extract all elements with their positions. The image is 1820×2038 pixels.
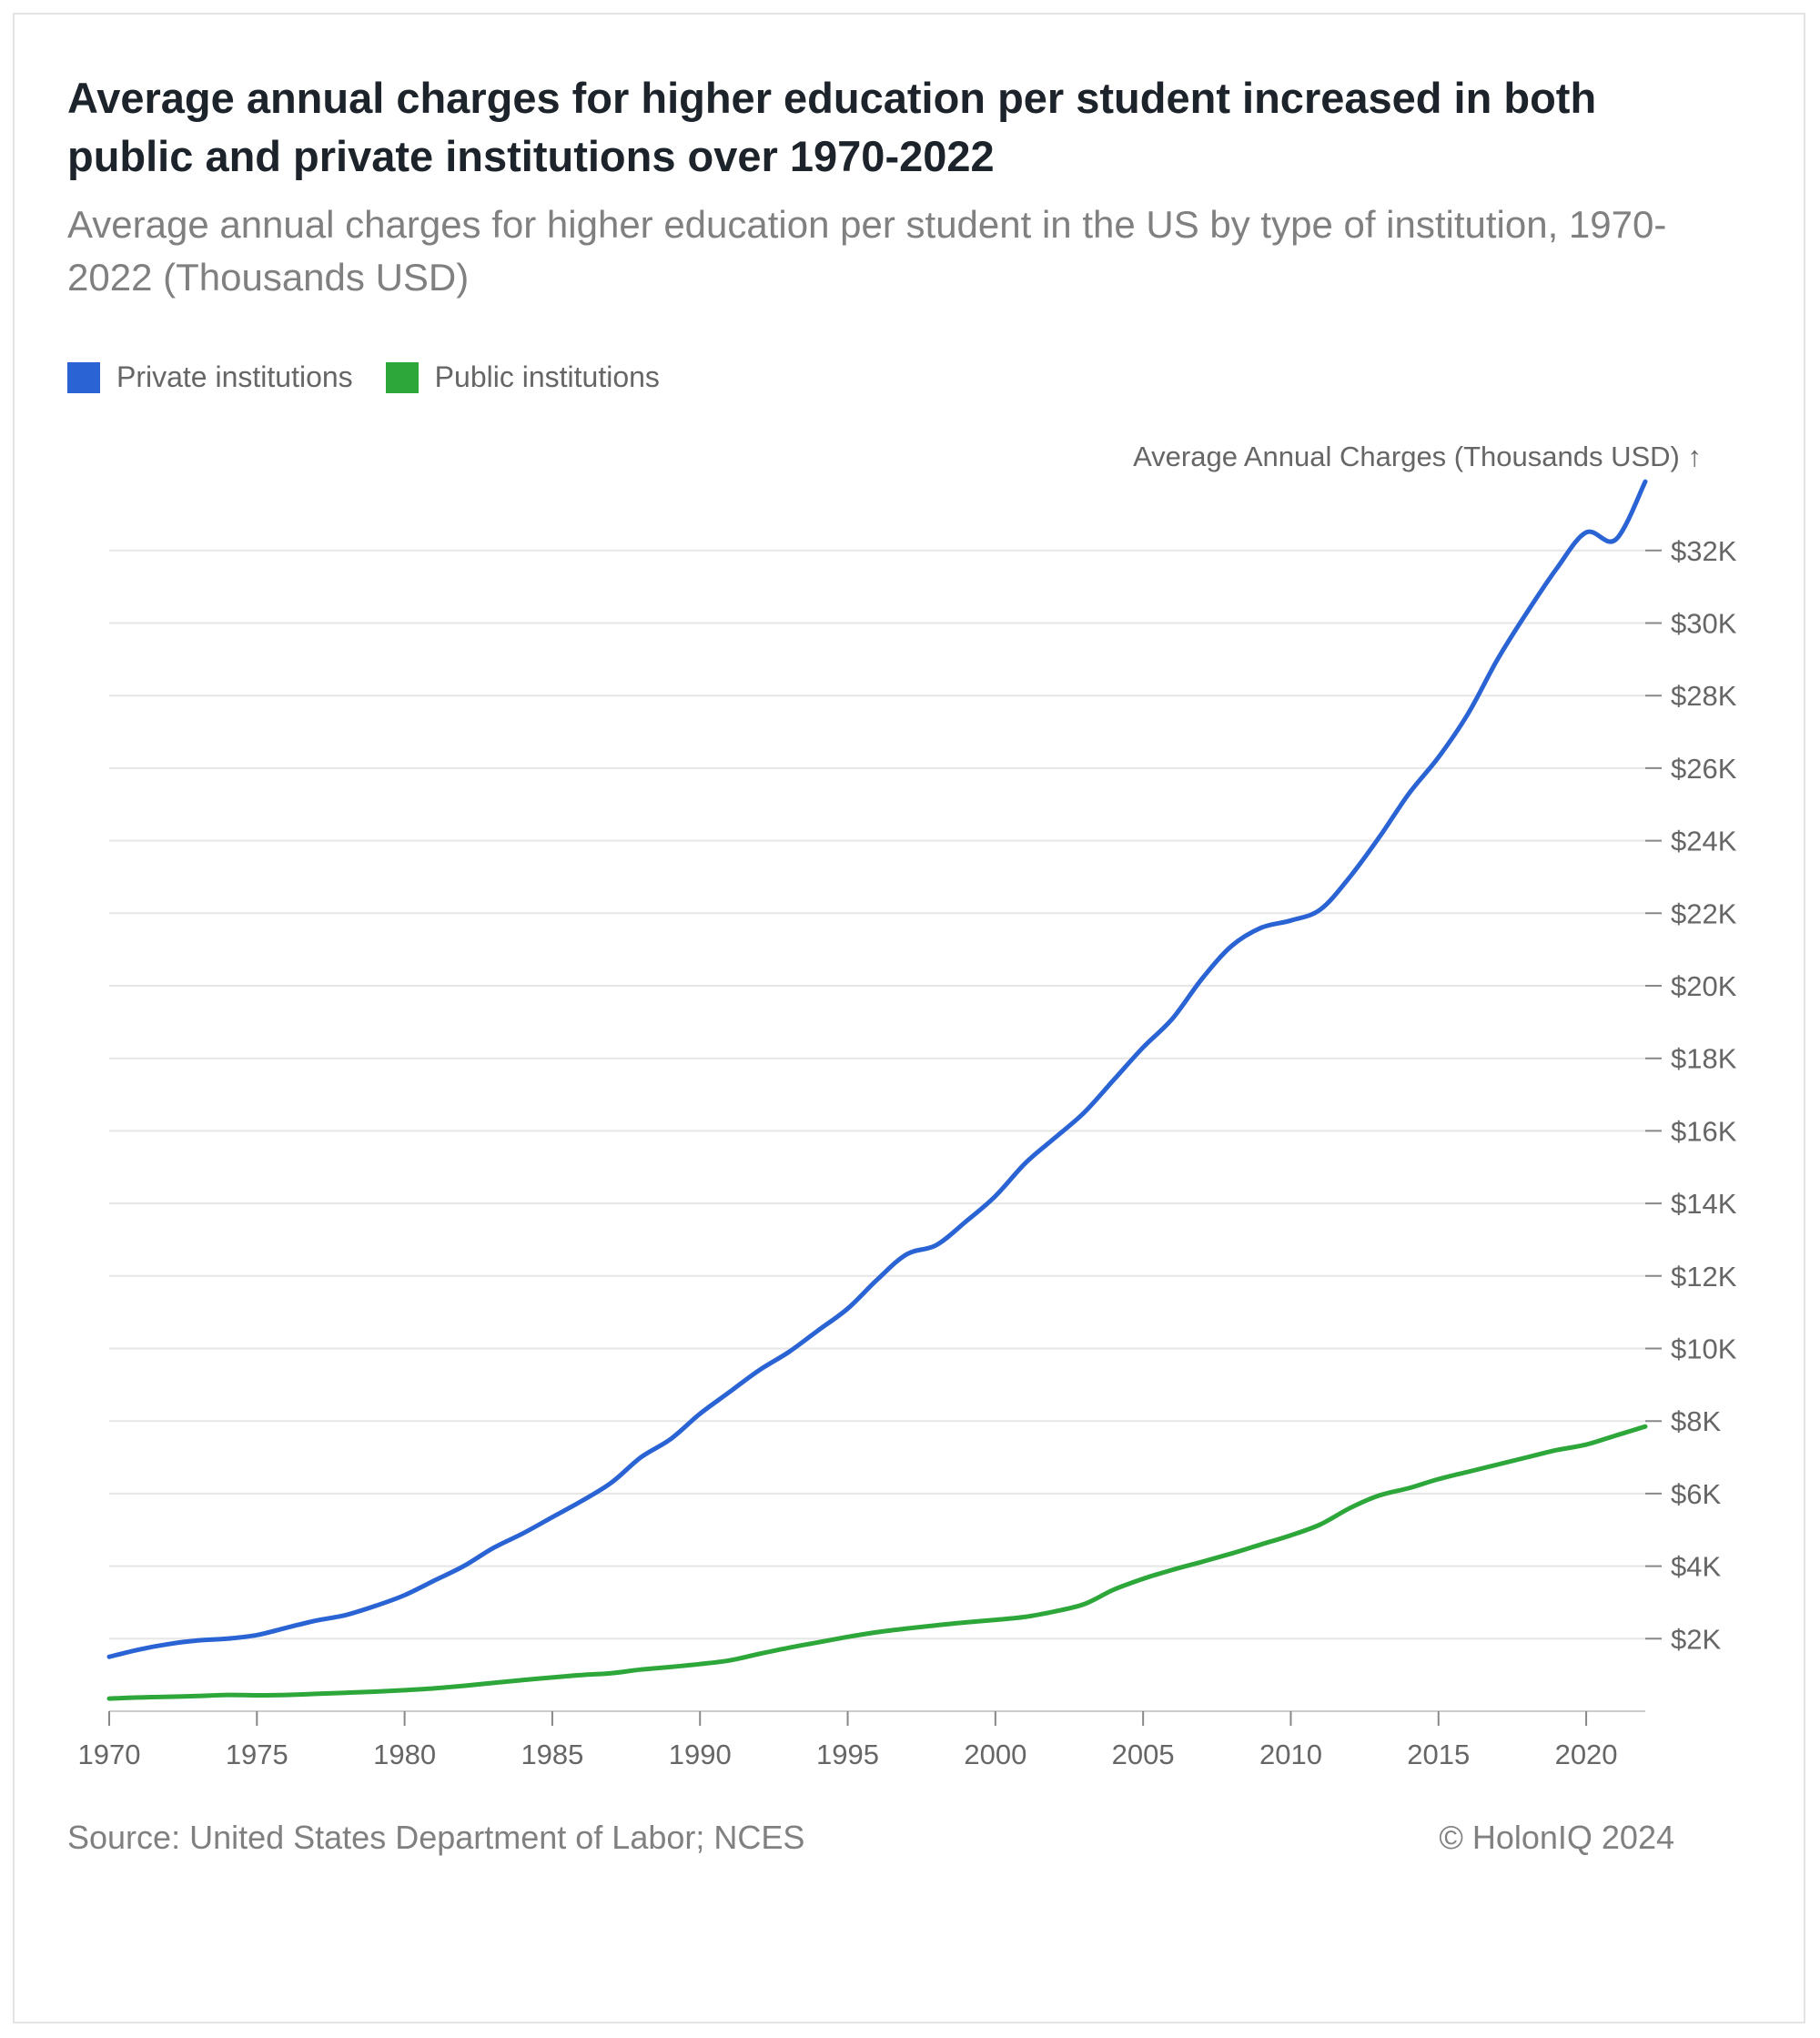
x-tick-label-1975: 1975	[226, 1739, 288, 1770]
x-tick-label-1990: 1990	[669, 1739, 732, 1770]
copyright-note: © HolonIQ 2024	[1439, 1819, 1674, 1856]
series-line-public[interactable]	[106, 1424, 1648, 1701]
gridlines	[109, 549, 1645, 1640]
y-tick-label-22: $22K	[1671, 897, 1737, 929]
y-tick-label-16: $16K	[1671, 1115, 1737, 1147]
series-line-private[interactable]	[106, 479, 1648, 1659]
chart-frame	[13, 13, 1805, 2023]
chart-subtitle: Average annual charges for higher educat…	[67, 203, 1667, 299]
legend-item-private[interactable]: Private institutions	[67, 360, 353, 394]
source-note: Source: United States Department of Labo…	[67, 1819, 805, 1856]
y-tick-label-20: $20K	[1671, 970, 1737, 1002]
x-tick-label-1970: 1970	[78, 1739, 141, 1770]
legend-swatch-public	[385, 361, 419, 393]
y-tick-label-6: $6K	[1671, 1478, 1721, 1510]
y-tick-label-2: $2K	[1671, 1623, 1721, 1655]
y-axis: $2K $4K $6K $8K $10K $12K $14K $16K $18K $20K $22K…	[1645, 535, 1737, 1655]
x-axis: 1970 1975 1980 1985 1990 1995 2000 2005 2010 2015…	[78, 1710, 1645, 1770]
y-tick-label-10: $10K	[1671, 1333, 1737, 1365]
y-tick-label-12: $12K	[1671, 1261, 1737, 1293]
chart-title: Average annual charges for higher educat…	[67, 74, 1597, 180]
y-axis-label: Average Annual Charges (Thousands USD) ↑	[1133, 441, 1702, 472]
legend-swatch-private	[67, 361, 100, 393]
y-tick-label-8: $8K	[1671, 1405, 1721, 1437]
legend: Private institutions Public institutions	[67, 360, 693, 394]
y-tick-label-18: $18K	[1671, 1043, 1737, 1075]
y-tick-label-4: $4K	[1671, 1551, 1721, 1583]
legend-item-public[interactable]: Public institutions	[385, 360, 660, 394]
y-tick-label-30: $30K	[1671, 608, 1737, 640]
x-tick-label-1985: 1985	[521, 1739, 583, 1770]
x-tick-label-2010: 2010	[1259, 1739, 1322, 1770]
x-tick-label-1995: 1995	[816, 1739, 879, 1770]
y-tick-label-24: $24K	[1671, 826, 1737, 857]
x-tick-label-2015: 2015	[1407, 1739, 1470, 1770]
y-tick-label-14: $14K	[1671, 1188, 1737, 1220]
y-tick-label-28: $28K	[1671, 680, 1737, 712]
series-lines	[106, 479, 1648, 1701]
legend-label-public: Public institutions	[434, 360, 660, 393]
x-tick-label-1980: 1980	[373, 1739, 436, 1770]
legend-label-private: Private institutions	[116, 360, 353, 393]
y-tick-label-32: $32K	[1671, 535, 1737, 567]
x-tick-label-2000: 2000	[964, 1739, 1026, 1770]
x-tick-label-2020: 2020	[1555, 1739, 1618, 1770]
x-tick-label-2005: 2005	[1112, 1739, 1175, 1770]
y-tick-label-26: $26K	[1671, 753, 1737, 785]
